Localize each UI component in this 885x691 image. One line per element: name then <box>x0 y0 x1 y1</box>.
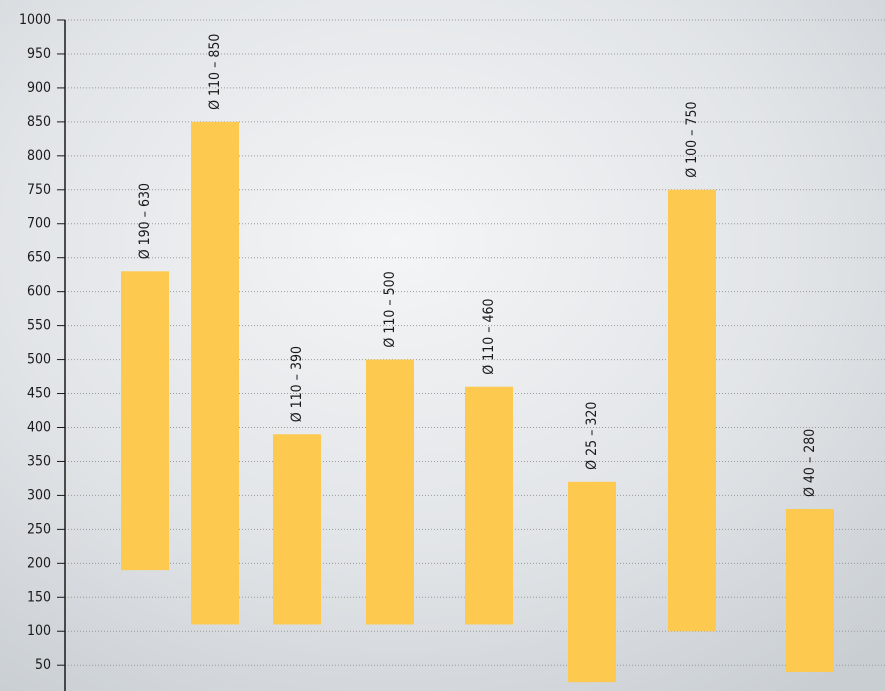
bar <box>668 190 716 631</box>
y-tick-label: 250 <box>27 521 51 537</box>
value-label: Ø 100 – 750 <box>684 102 700 178</box>
value-label: Ø 110 – 500 <box>382 271 398 347</box>
value-label: Ø 40 – 280 <box>802 429 818 497</box>
bar <box>786 509 834 672</box>
bar <box>191 122 239 625</box>
y-tick-label: 350 <box>27 453 51 469</box>
y-tick-label: 900 <box>27 80 51 96</box>
y-tick-label: 400 <box>27 419 51 435</box>
y-tick-label: 50 <box>35 657 51 673</box>
value-label: Ø 110 – 850 <box>207 34 223 110</box>
value-label: Ø 25 – 320 <box>584 402 600 470</box>
y-tick-label: 300 <box>27 487 51 503</box>
y-tick-label: 450 <box>27 386 51 402</box>
value-label: Ø 110 – 460 <box>481 298 497 374</box>
y-tick-label: 500 <box>27 352 51 368</box>
y-tick-label: 850 <box>27 114 51 130</box>
value-label: Ø 110 – 390 <box>289 346 305 422</box>
bar <box>366 360 414 625</box>
y-tick-label: 650 <box>27 250 51 266</box>
value-label: Ø 190 – 630 <box>137 183 153 259</box>
bar <box>121 271 169 570</box>
y-tick-label: 150 <box>27 589 51 605</box>
y-tick-label: 750 <box>27 182 51 198</box>
y-tick-label: 550 <box>27 318 51 334</box>
bar <box>568 482 616 682</box>
y-tick-label: 800 <box>27 148 51 164</box>
y-tick-label: 700 <box>27 216 51 232</box>
y-tick-label: 950 <box>27 46 51 62</box>
y-tick-label: 600 <box>27 284 51 300</box>
y-tick-label: 100 <box>27 623 51 639</box>
y-tick-label: 1000 <box>19 12 51 28</box>
page: 50 100 150 200 250 300 350 400 450 500 550 600 650 70… <box>0 0 885 691</box>
chart: 50 100 150 200 250 300 350 400 450 500 550 600 650 70… <box>0 0 885 691</box>
bar <box>273 434 321 624</box>
y-tick-label: 200 <box>27 555 51 571</box>
bar <box>465 387 513 625</box>
